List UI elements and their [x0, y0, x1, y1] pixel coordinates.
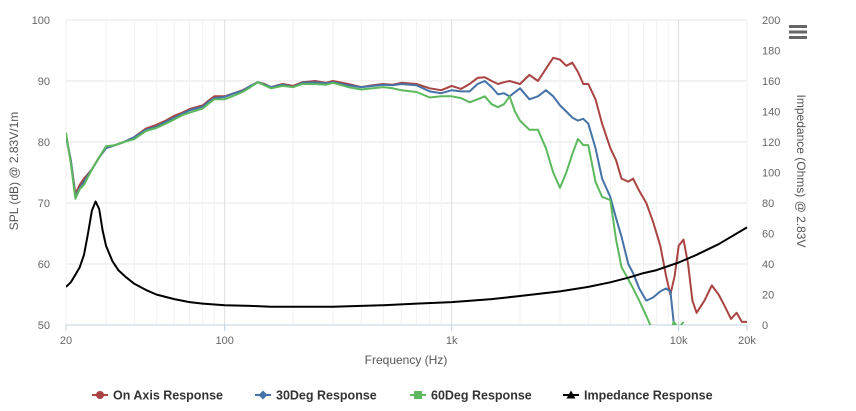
x-tick-label: 10k	[670, 335, 688, 347]
legend-label: 30Deg Response	[276, 389, 377, 403]
legend-item-impedance-response[interactable]: Impedance Response	[563, 389, 713, 403]
legend-label: 60Deg Response	[431, 389, 532, 403]
series-line-on-axis-response[interactable]	[66, 56, 747, 323]
y-tick-label: 90	[38, 76, 50, 88]
y-tick-label: 80	[38, 137, 50, 149]
x-tick-label: 1k	[446, 335, 458, 347]
chart-menu-button[interactable]	[785, 18, 811, 42]
y2-tick-label: 180	[762, 46, 780, 58]
y2-axis-title: Impedance (Ohms) @ 2.83V	[794, 95, 808, 248]
x-tick-label: 100	[215, 335, 233, 347]
y2-tick-label: 140	[762, 107, 780, 119]
y-tick-label: 50	[38, 320, 50, 332]
y-axis-title: SPL (dB) @ 2.83V/1m	[7, 112, 21, 230]
series-layer	[66, 56, 748, 356]
legend-item-60deg-response[interactable]: 60Deg Response	[410, 389, 532, 403]
grid-lines	[65, 19, 748, 326]
legend-marker-diamond	[258, 390, 268, 400]
y-tick-label: 100	[32, 15, 50, 27]
y2-tick-label: 200	[762, 15, 780, 27]
y2-tick-label: 60	[762, 229, 774, 241]
x-axis: 20 100 1k 10k 20k	[60, 325, 756, 347]
legend-marker-square	[414, 391, 422, 399]
y2-tick-label: 0	[762, 320, 768, 332]
y-axis-left: 50 60 70 80 90 100	[32, 15, 50, 332]
series-line-30deg-response[interactable]	[66, 80, 679, 356]
legend-label: On Axis Response	[113, 389, 223, 403]
legend-marker-circle	[96, 391, 104, 399]
y2-tick-label: 80	[762, 198, 774, 210]
y-tick-label: 70	[38, 198, 50, 210]
y2-tick-label: 100	[762, 168, 780, 180]
y2-tick-label: 40	[762, 259, 774, 271]
y2-tick-label: 20	[762, 290, 774, 302]
x-axis-title: Frequency (Hz)	[365, 353, 448, 367]
y2-tick-label: 120	[762, 137, 780, 149]
legend-item-30deg-response[interactable]: 30Deg Response	[255, 389, 377, 403]
y2-tick-label: 160	[762, 76, 780, 88]
y-tick-label: 60	[38, 259, 50, 271]
hamburger-menu-icon	[789, 25, 807, 39]
legend-label: Impedance Response	[584, 389, 713, 403]
x-tick-label: 20	[60, 335, 72, 347]
x-tick-label: 20k	[738, 335, 756, 347]
legend: On Axis Response 30Deg Response 60Deg Resp…	[92, 389, 713, 403]
series-line-60deg-response[interactable]	[66, 81, 685, 343]
legend-item-on-axis-response[interactable]: On Axis Response	[92, 389, 223, 403]
series-line-impedance-response[interactable]	[66, 200, 748, 308]
y-axis-right: 0 20 40 60 80 100 120 140 160 180 200	[762, 15, 780, 332]
legend-marker-triangle	[566, 390, 576, 399]
